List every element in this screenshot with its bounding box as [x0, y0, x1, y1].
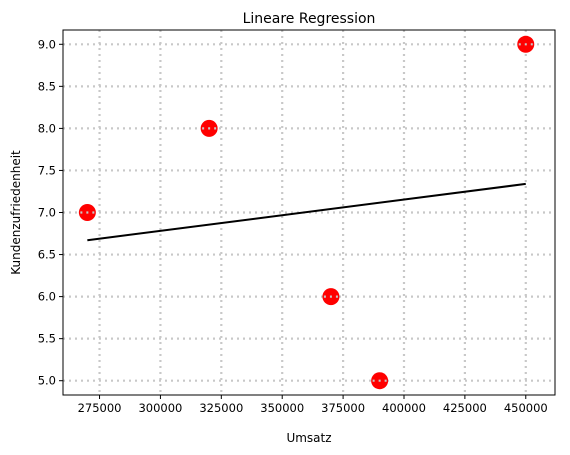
x-tick-label: 325000 — [199, 401, 243, 415]
x-tick-label: 425000 — [443, 401, 487, 415]
x-tick-label: 350000 — [260, 401, 304, 415]
regression-line-layer — [87, 182, 526, 242]
x-tick-label: 400000 — [382, 401, 426, 415]
x-tick-label: 375000 — [321, 401, 365, 415]
y-axis-ticks: 5.0 5.5 6.0 6.5 7.0 7.5 8.0 8.5 9.0 — [38, 37, 63, 388]
y-tick-label: 5.0 — [38, 374, 56, 388]
x-tick-label: 450000 — [504, 401, 548, 415]
y-tick-label: 8.0 — [38, 121, 56, 135]
y-tick-label: 7.0 — [38, 206, 56, 220]
y-tick-label: 9.0 — [38, 37, 56, 51]
x-tick-label: 275000 — [78, 401, 122, 415]
x-tick-label: 300000 — [138, 401, 182, 415]
y-axis-label: Kundenzufriedenheit — [9, 150, 23, 275]
regression-line — [87, 182, 526, 242]
data-points-layer — [78, 35, 535, 390]
y-tick-label: 6.0 — [38, 290, 56, 304]
y-tick-label: 7.5 — [38, 163, 56, 177]
y-tick-label: 5.5 — [38, 332, 56, 346]
x-axis-label: Umsatz — [286, 431, 331, 445]
y-tick-label: 8.5 — [38, 79, 56, 93]
x-axis-ticks: 275000 300000 325000 350000 375000 400000 4250… — [78, 395, 548, 415]
y-tick-label: 6.5 — [38, 248, 56, 262]
chart-title: Lineare Regression — [243, 11, 376, 27]
